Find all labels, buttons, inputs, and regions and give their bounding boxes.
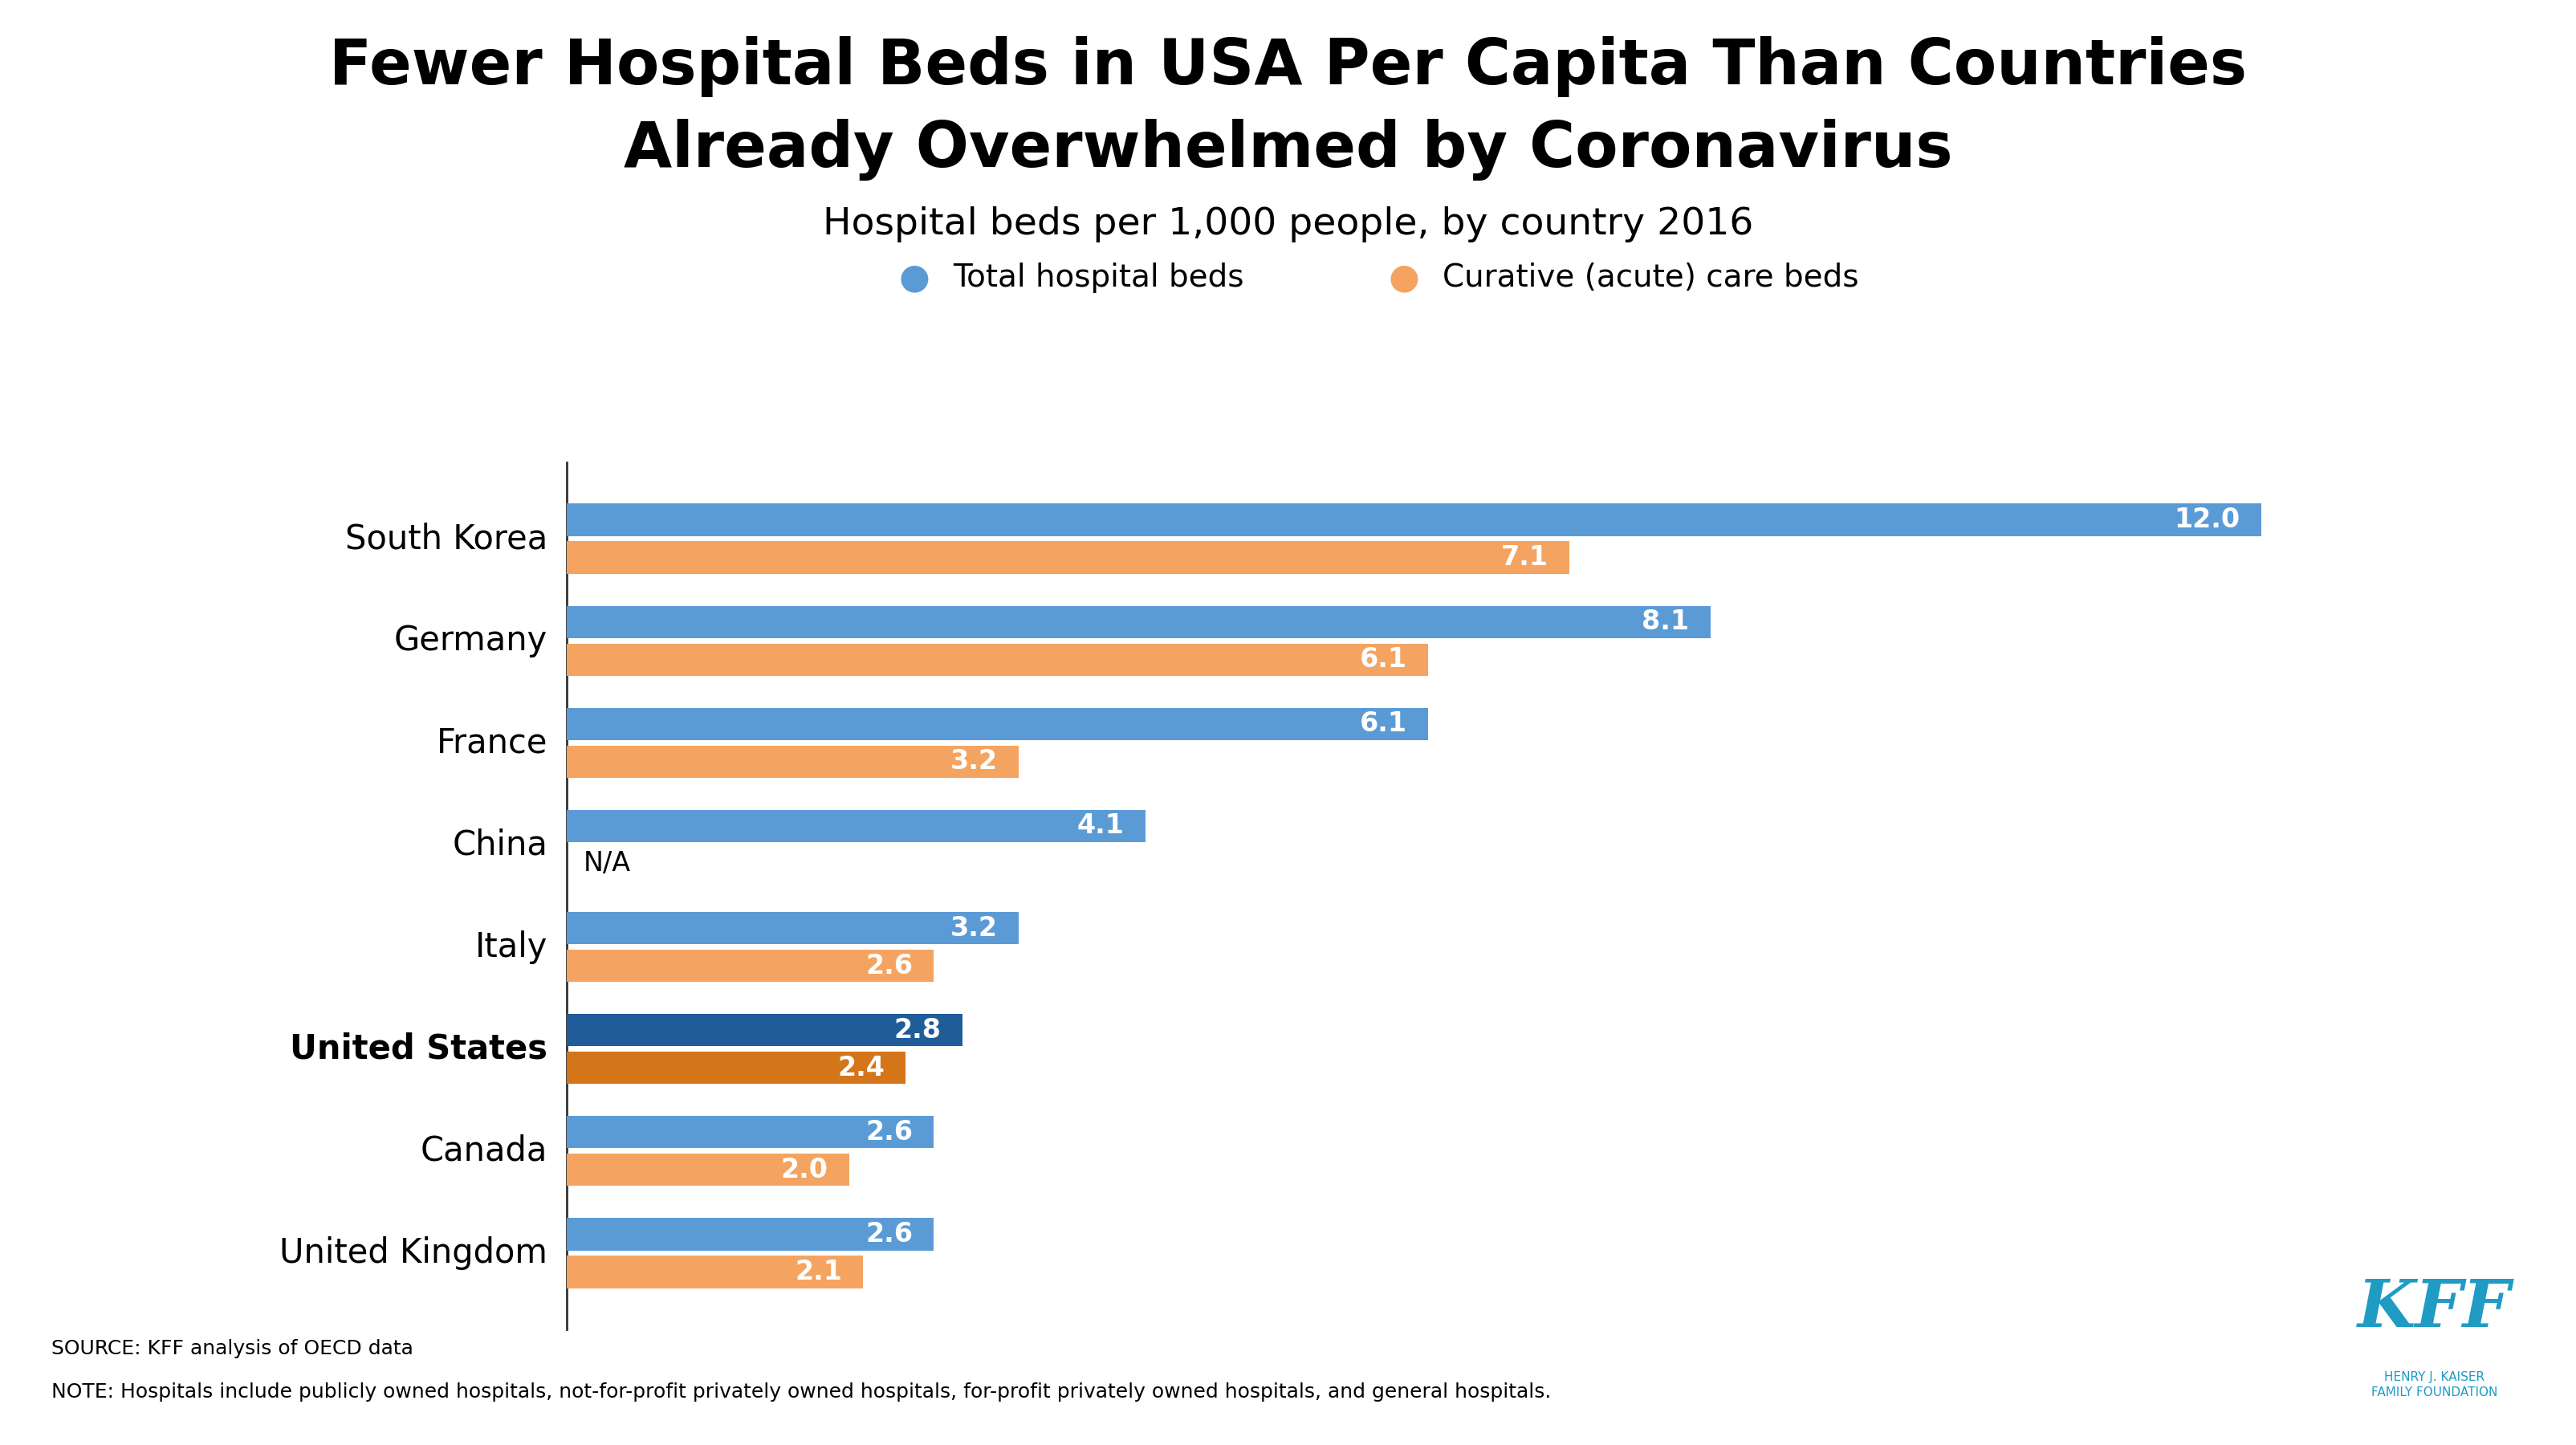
Text: 2.0: 2.0: [781, 1156, 827, 1183]
Bar: [567, 643, 1427, 676]
Bar: [567, 542, 1569, 574]
Text: 7.1: 7.1: [1502, 545, 1548, 571]
Text: 8.1: 8.1: [1641, 608, 1690, 636]
Bar: [567, 605, 1710, 639]
Bar: [567, 1256, 863, 1287]
Text: KFF: KFF: [2357, 1277, 2512, 1341]
Text: Italy: Italy: [474, 931, 549, 964]
Text: 2.4: 2.4: [837, 1055, 884, 1081]
Text: 3.2: 3.2: [951, 915, 997, 941]
Text: South Korea: South Korea: [345, 522, 549, 556]
Text: HENRY J. KAISER
FAMILY FOUNDATION: HENRY J. KAISER FAMILY FOUNDATION: [2370, 1371, 2499, 1399]
Bar: [567, 708, 1427, 740]
Text: Fewer Hospital Beds in USA Per Capita Than Countries: Fewer Hospital Beds in USA Per Capita Th…: [330, 36, 2246, 97]
Text: 12.0: 12.0: [2174, 507, 2241, 533]
Bar: [567, 1116, 935, 1149]
Bar: [567, 1218, 935, 1250]
Text: United Kingdom: United Kingdom: [281, 1235, 549, 1270]
Text: ●: ●: [899, 260, 930, 295]
Text: 2.6: 2.6: [866, 1118, 912, 1146]
Bar: [567, 949, 935, 983]
Text: 2.6: 2.6: [866, 1221, 912, 1247]
Bar: [567, 1052, 907, 1084]
Text: Already Overwhelmed by Coronavirus: Already Overwhelmed by Coronavirus: [623, 118, 1953, 181]
Text: 2.1: 2.1: [796, 1259, 842, 1285]
Bar: [567, 504, 2262, 536]
Bar: [567, 746, 1018, 777]
Text: ●: ●: [1388, 260, 1419, 295]
Text: 6.1: 6.1: [1360, 646, 1406, 673]
Text: France: France: [435, 725, 549, 760]
Bar: [567, 912, 1018, 945]
Text: NOTE: Hospitals include publicly owned hospitals, not-for-profit privately owned: NOTE: Hospitals include publicly owned h…: [52, 1383, 1551, 1402]
Text: 3.2: 3.2: [951, 749, 997, 775]
Text: 2.6: 2.6: [866, 952, 912, 980]
Text: 4.1: 4.1: [1077, 812, 1126, 840]
Text: 6.1: 6.1: [1360, 711, 1406, 737]
Text: Germany: Germany: [394, 624, 549, 657]
Bar: [567, 1153, 850, 1186]
Text: Total hospital beds: Total hospital beds: [953, 262, 1244, 293]
Bar: [567, 1014, 961, 1046]
Text: Hospital beds per 1,000 people, by country 2016: Hospital beds per 1,000 people, by count…: [822, 207, 1754, 243]
Text: China: China: [453, 828, 549, 861]
Text: SOURCE: KFF analysis of OECD data: SOURCE: KFF analysis of OECD data: [52, 1340, 415, 1358]
Bar: [567, 809, 1146, 842]
Text: 2.8: 2.8: [894, 1017, 940, 1043]
Text: Canada: Canada: [420, 1134, 549, 1168]
Text: N/A: N/A: [585, 851, 631, 877]
Text: Curative (acute) care beds: Curative (acute) care beds: [1443, 262, 1860, 293]
Text: United States: United States: [291, 1032, 549, 1066]
